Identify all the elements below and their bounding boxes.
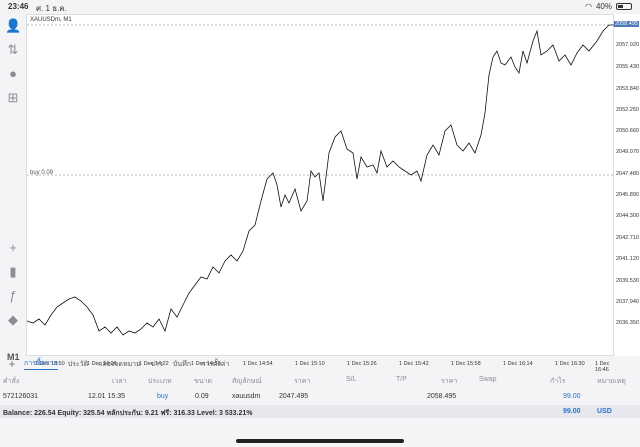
price-axis: 2058.495 2057.020 2055.430 2053.840 2052… — [614, 14, 640, 356]
balance-bar: Balance: 226.54 Equity: 325.54 หลักประกั… — [0, 405, 640, 418]
time-label: 1 Dec 13:50 — [35, 361, 65, 367]
col-profit: กำไร — [550, 378, 566, 385]
col-note: หมายเหตุ — [597, 378, 626, 385]
price-label: 2049.070 — [616, 149, 639, 155]
buy-line-label: buy 0.09 — [30, 170, 54, 176]
sidebar: 👤 ⇅ ● ⊞ + ▮ ƒ ◆ M1 — [0, 14, 26, 362]
tab-history[interactable]: ประวัติ — [67, 360, 89, 368]
position-open-price: 2047.495 — [279, 393, 309, 400]
time-label: 1 Dec 15:10 — [295, 361, 325, 367]
position-type: buy — [157, 393, 169, 400]
status-right: ◠ 40% — [585, 2, 632, 11]
home-indicator[interactable] — [236, 439, 404, 443]
status-date: ศ. 1 ธ.ค. — [36, 4, 67, 13]
status-bar: 23:46 ศ. 1 ธ.ค. ◠ 40% — [0, 0, 640, 14]
tab-settings[interactable]: การตั้งค่า — [200, 360, 230, 368]
battery-icon — [616, 3, 632, 10]
chat-icon[interactable]: ● — [9, 66, 17, 81]
price-label: 2047.480 — [616, 171, 639, 177]
price-label: 2044.300 — [616, 213, 639, 219]
status-time: 23:46 — [8, 2, 29, 11]
positions-header: คำสั่ง เวลา ประเภท ขนาด สัญลักษณ์ ราคา S… — [0, 374, 640, 388]
objects-icon[interactable]: ◆ — [8, 312, 18, 327]
time-label: 1 Dec 14:06 — [87, 361, 117, 367]
price-label: 2039.530 — [616, 278, 639, 284]
time-label: 1 Dec 14:54 — [243, 361, 273, 367]
timeframe-button[interactable]: M1 — [7, 352, 20, 362]
price-label: 2041.120 — [616, 256, 639, 262]
price-label: 2042.710 — [616, 235, 639, 241]
col-current-price: ราคา — [441, 378, 458, 385]
col-order: คำสั่ง — [3, 378, 20, 385]
battery-percent: 40% — [595, 2, 612, 11]
chart-symbol: XAUUSDm, M1 — [30, 17, 72, 23]
col-time: เวลา — [112, 378, 127, 385]
price-chart[interactable]: XAUUSDm, M1 buy 0.09 1 Dec 13:50 1 Dec 1… — [26, 14, 615, 373]
price-label: 2050.660 — [616, 128, 639, 134]
position-row[interactable]: 572126031 12.01 15:35 buy 0.09 xauusdm 2… — [0, 391, 640, 403]
time-label: 1 Dec 16:30 — [555, 361, 585, 367]
position-symbol: xauusdm — [232, 393, 261, 400]
price-label: 2036.350 — [616, 320, 639, 326]
bottom-tabs: + การซื้อขาย ประวัติ กล่องจดหมาย ข่าว บั… — [0, 356, 640, 372]
indicator-icon[interactable]: ƒ — [9, 288, 17, 303]
col-sl: S/L — [346, 376, 357, 383]
position-time: 12.01 15:35 — [88, 393, 125, 400]
position-profit: 99.00 — [563, 393, 581, 400]
time-label: 1 Dec 16:14 — [503, 361, 533, 367]
position-current-price: 2058.495 — [427, 393, 457, 400]
crosshair-icon[interactable]: + — [9, 240, 17, 255]
balance-text: Balance: 226.54 Equity: 325.54 หลักประกั… — [3, 410, 253, 417]
price-label: 2037.940 — [616, 299, 639, 305]
price-label: 2053.840 — [616, 86, 639, 92]
account-icon[interactable]: 👤 — [5, 18, 22, 33]
price-label: 2057.020 — [616, 42, 639, 48]
time-label: 1 Dec 15:58 — [451, 361, 481, 367]
time-label: 1 Dec 14:38 — [191, 361, 221, 367]
price-label: 2045.890 — [616, 192, 639, 198]
tab-trade[interactable]: การซื้อขาย — [24, 358, 58, 370]
add-icon[interactable]: + — [8, 357, 16, 371]
col-tp: T/P — [396, 376, 407, 383]
time-label: 1 Dec 16:46 — [595, 361, 610, 373]
col-symbol: สัญลักษณ์ — [232, 378, 262, 385]
currency: USD — [597, 408, 612, 415]
new-order-icon[interactable]: ⊞ — [7, 90, 19, 105]
total-profit: 99.00 — [563, 408, 581, 415]
trade-icon[interactable]: ⇅ — [7, 42, 19, 57]
time-label: 1 Dec 14:22 — [139, 361, 169, 367]
chart-svg — [27, 24, 615, 336]
position-id: 572126031 — [3, 393, 39, 400]
price-label: 2055.430 — [616, 64, 639, 70]
wifi-icon: ◠ — [585, 2, 592, 11]
tab-news[interactable]: ข่าว — [150, 360, 163, 368]
current-price-badge: 2058.495 — [614, 21, 639, 27]
time-label: 1 Dec 15:42 — [399, 361, 429, 367]
time-label: 1 Dec 15:26 — [347, 361, 377, 367]
tab-journal[interactable]: บันทึก — [172, 360, 191, 368]
col-size: ขนาด — [194, 378, 213, 385]
tab-mailbox[interactable]: กล่องจดหมาย — [98, 360, 141, 368]
price-label: 2052.250 — [616, 107, 639, 113]
col-price: ราคา — [294, 378, 311, 385]
candles-icon[interactable]: ▮ — [9, 264, 17, 279]
col-swap: Swap — [479, 376, 497, 383]
position-size: 0.09 — [195, 393, 209, 400]
col-type: ประเภท — [148, 378, 172, 385]
